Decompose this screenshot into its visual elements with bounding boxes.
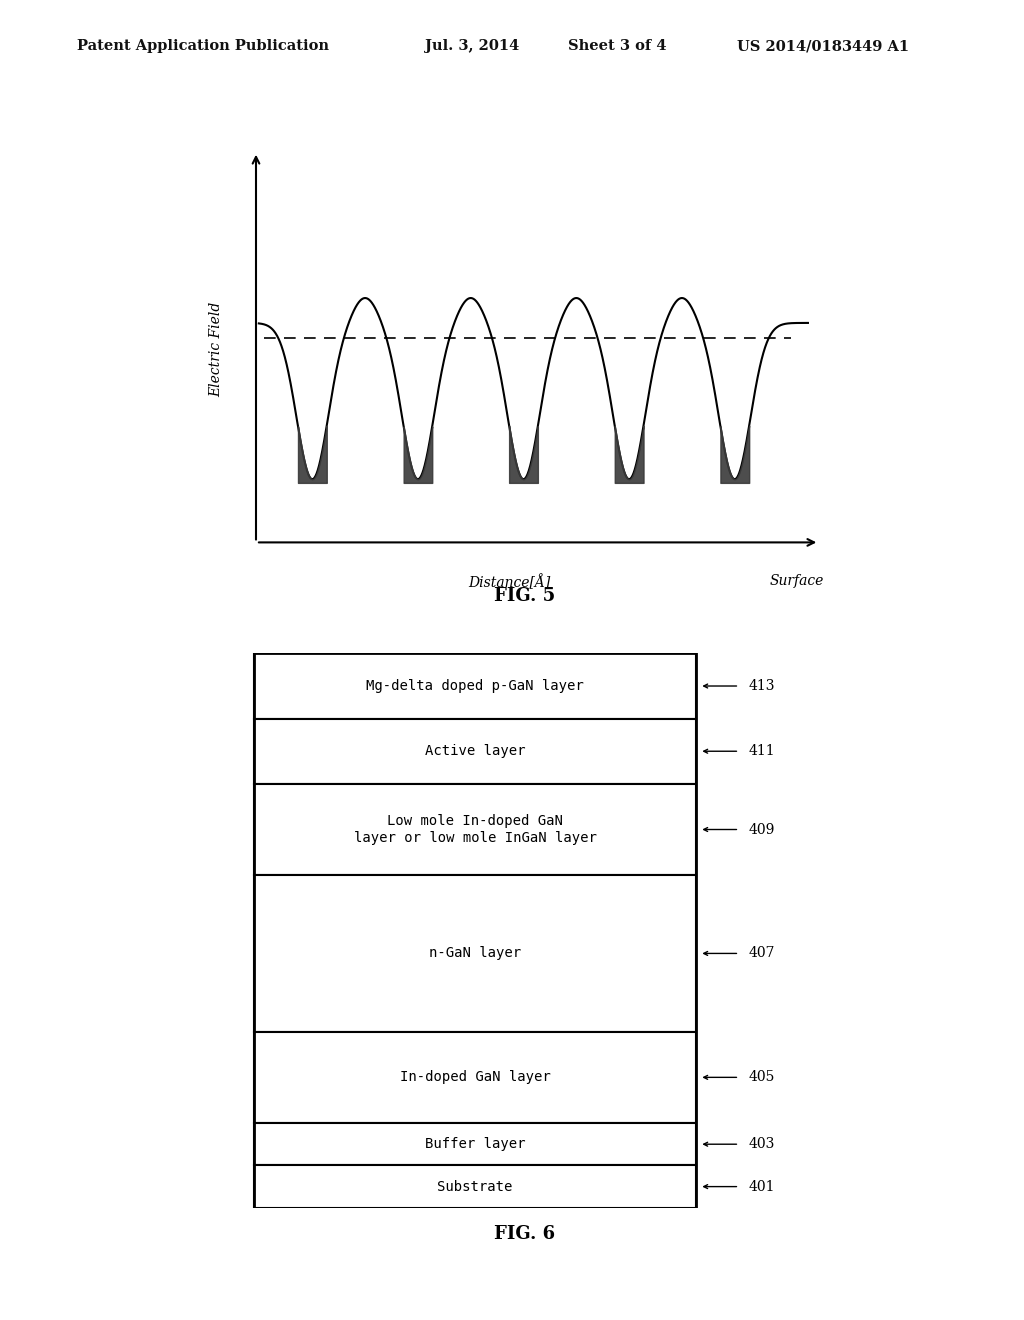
- Bar: [254, 1123, 696, 1166]
- Text: In-doped GaN layer: In-doped GaN layer: [399, 1071, 551, 1084]
- Bar: [254, 784, 696, 875]
- Text: Mg-delta doped p-GaN layer: Mg-delta doped p-GaN layer: [367, 678, 584, 693]
- Text: Active layer: Active layer: [425, 744, 525, 758]
- Text: Buffer layer: Buffer layer: [425, 1138, 525, 1151]
- Text: Surface: Surface: [769, 574, 824, 587]
- Bar: [254, 653, 696, 718]
- Text: Sheet 3 of 4: Sheet 3 of 4: [568, 40, 667, 53]
- Text: US 2014/0183449 A1: US 2014/0183449 A1: [737, 40, 909, 53]
- Bar: [254, 1166, 696, 1208]
- Bar: [254, 1032, 696, 1123]
- Text: FIG. 6: FIG. 6: [494, 1225, 555, 1243]
- Text: 401: 401: [749, 1180, 775, 1193]
- Text: Low mole In-doped GaN
layer or low mole InGaN layer: Low mole In-doped GaN layer or low mole …: [353, 814, 597, 845]
- Text: Electric Field: Electric Field: [210, 301, 223, 396]
- Text: FIG. 5: FIG. 5: [494, 587, 555, 606]
- Bar: [254, 875, 696, 1032]
- Text: Distance[Å]: Distance[Å]: [468, 574, 551, 590]
- Text: Patent Application Publication: Patent Application Publication: [77, 40, 329, 53]
- Text: Jul. 3, 2014: Jul. 3, 2014: [425, 40, 519, 53]
- Text: n-GaN layer: n-GaN layer: [429, 946, 521, 961]
- Text: Substrate: Substrate: [437, 1180, 513, 1193]
- Bar: [254, 718, 696, 784]
- Text: 409: 409: [749, 822, 775, 837]
- Bar: [254, 653, 696, 1208]
- Text: 413: 413: [749, 678, 775, 693]
- Text: 411: 411: [749, 744, 775, 758]
- Text: 405: 405: [749, 1071, 775, 1084]
- Text: 407: 407: [749, 946, 775, 961]
- Text: 403: 403: [749, 1138, 775, 1151]
